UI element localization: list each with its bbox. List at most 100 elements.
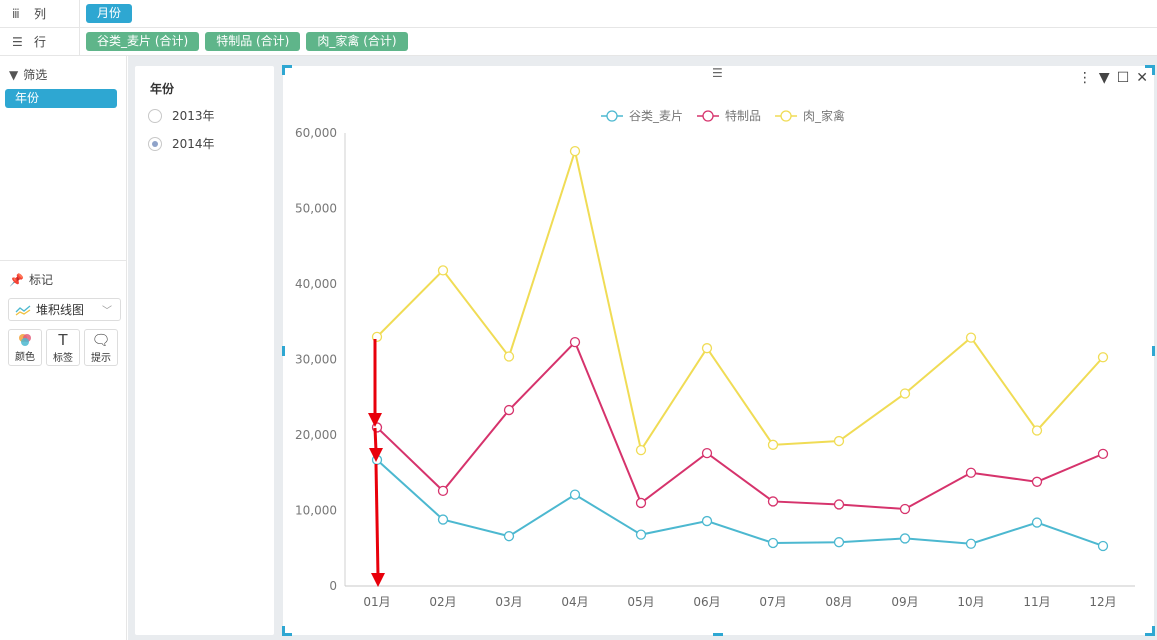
legend-label: 肉_家禽 [803, 108, 845, 123]
data-point [635, 529, 647, 540]
pin-icon: 📌 [9, 272, 24, 287]
data-point [899, 503, 911, 515]
row-pill-specialty[interactable]: 特制品 (合计) [205, 32, 301, 51]
columns-shelf: ⅲ 列 月份 [0, 0, 1157, 28]
series-line-0 [376, 459, 1104, 547]
x-tick-label: 12月 [1089, 595, 1116, 609]
color-button[interactable]: 颜色 [8, 329, 42, 366]
annotation-arrowhead [369, 448, 383, 462]
data-point [701, 343, 713, 354]
radio-option-2014[interactable]: 2014年 [148, 135, 215, 152]
data-point [833, 499, 845, 510]
column-pill-month[interactable]: 月份 [86, 4, 133, 23]
radio-button-checked[interactable] [148, 136, 162, 151]
drag-handle-icon[interactable]: ☰ [712, 66, 723, 80]
data-point [899, 533, 911, 544]
y-tick-label: 50,000 [295, 202, 337, 216]
chart-panel: ☰ ⋮ ▼ ☐ ✕ 谷类_麦片 特制品 肉_家禽 0 10,000 20,000 30,0… [282, 65, 1155, 636]
filter-icon[interactable]: ▼ [1098, 70, 1110, 86]
x-tick-label: 05月 [627, 595, 654, 609]
funnel-icon: ▼ [9, 67, 19, 82]
tooltip-icon: 🗨 [91, 331, 111, 349]
y-tick-label: 0 [329, 579, 337, 593]
data-point [437, 265, 449, 276]
x-tick-label: 04月 [561, 595, 588, 609]
marks-title: 📌 标记 [9, 272, 53, 288]
resize-handle-bottom-left[interactable] [282, 626, 292, 636]
annotation-arrows [368, 339, 385, 587]
data-point [569, 336, 581, 348]
radio-option-2013[interactable]: 2013年 [148, 107, 215, 124]
tooltip-button[interactable]: 🗨 提示 [84, 329, 118, 366]
line-chart: 谷类_麦片 特制品 肉_家禽 0 10,000 20,000 30,000 40,000 50… [295, 108, 1135, 609]
chevron-down-icon: ﹀ [102, 306, 112, 317]
filter-title: ▼ 筛选 [9, 67, 48, 83]
y-tick-label: 40,000 [295, 277, 337, 291]
data-point [503, 351, 515, 362]
x-tick-label: 09月 [891, 595, 918, 609]
x-tick-label: 03月 [495, 595, 522, 609]
legend-label: 谷类_麦片 [629, 109, 683, 123]
chart-toolbar: ⋮ ▼ ☐ ✕ [1071, 70, 1148, 86]
annotation-arrowhead [368, 413, 382, 427]
resize-handle-bottom-right[interactable] [1145, 626, 1155, 636]
year-filter-panel: 年份 2013年 2014年 [135, 66, 274, 635]
columns-icon: ⅲ [12, 6, 20, 21]
resize-handle-right[interactable] [1152, 346, 1155, 356]
data-point [701, 447, 713, 459]
data-point [965, 467, 977, 478]
series-line-1 [376, 340, 1104, 511]
resize-handle-top-right[interactable] [1145, 65, 1155, 75]
data-point [503, 531, 515, 542]
y-tick-label: 20,000 [295, 428, 337, 442]
legend-item-0: 谷类_麦片 [601, 109, 683, 123]
data-point [701, 515, 713, 527]
chart-type-select[interactable]: 堆积线图 ﹀ [8, 298, 121, 321]
columns-shelf-label: ⅲ 列 [0, 0, 80, 27]
marks-section: 📌 标记 堆积线图 ﹀ 颜色 T 标签 [0, 260, 127, 366]
legend-item-2: 肉_家禽 [775, 108, 845, 123]
legend-label: 特制品 [725, 108, 761, 123]
x-tick-label: 11月 [1023, 595, 1050, 609]
x-tick-label: 08月 [825, 595, 852, 609]
close-icon[interactable]: ✕ [1136, 70, 1148, 86]
y-tick-label: 10,000 [295, 504, 337, 518]
chart-series [371, 145, 1109, 552]
data-point [1031, 425, 1043, 436]
resize-handle-top-left[interactable] [282, 65, 292, 75]
data-point [767, 537, 779, 549]
radio-button[interactable] [148, 108, 162, 123]
y-tick-label: 30,000 [295, 353, 337, 367]
rows-shelf: ☰ 行 谷类_麦片 (合计) 特制品 (合计) 肉_家禽 (合计) [0, 28, 1157, 56]
row-pill-cereal[interactable]: 谷类_麦片 (合计) [86, 32, 200, 51]
label-button[interactable]: T 标签 [46, 329, 80, 366]
data-point [1031, 476, 1043, 487]
text-icon: T [58, 331, 68, 349]
filter-pill-year[interactable]: 年份 [5, 89, 117, 108]
data-point [1097, 540, 1109, 552]
data-point [767, 496, 779, 507]
annotation-arrowhead [371, 573, 385, 587]
y-tick-label: 60,000 [295, 126, 337, 140]
left-panel: ▼ 筛选 年份 📌 标记 堆积线图 ﹀ 颜色 [0, 56, 127, 640]
year-filter-title: 年份 [150, 82, 175, 96]
x-tick-label: 07月 [759, 595, 786, 609]
legend-item-1: 特制品 [697, 108, 761, 123]
data-point [569, 145, 581, 157]
y-axis: 0 10,000 20,000 30,000 40,000 50,000 60,000 [295, 126, 346, 593]
data-point [635, 497, 647, 509]
maximize-icon[interactable]: ☐ [1116, 70, 1130, 86]
resize-handle-left[interactable] [282, 346, 285, 356]
data-point [965, 332, 977, 343]
x-tick-label: 02月 [429, 595, 456, 609]
annotation-arrow-line [374, 463, 380, 577]
color-icon [19, 334, 31, 346]
resize-handle-bottom[interactable] [713, 633, 723, 636]
row-pill-meat[interactable]: 肉_家禽 (合计) [306, 32, 408, 51]
more-icon[interactable]: ⋮ [1077, 70, 1092, 86]
data-point [833, 537, 845, 548]
data-point [635, 444, 647, 456]
data-point [1097, 352, 1109, 363]
stacked-line-icon [15, 305, 31, 316]
rows-shelf-label: ☰ 行 [0, 28, 80, 55]
